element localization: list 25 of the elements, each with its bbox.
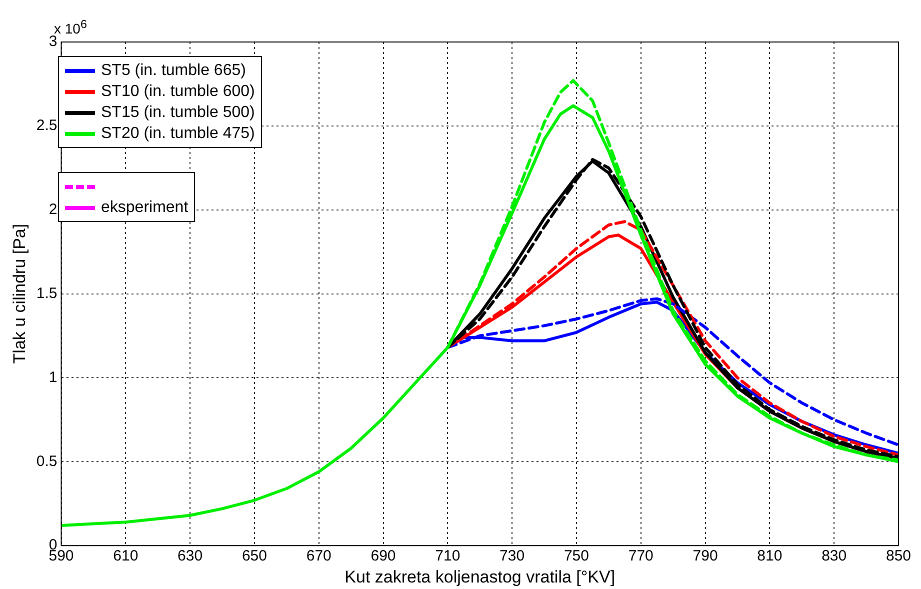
legend-label: ST20 (in. tumble 475) <box>101 125 255 142</box>
y-tick-label: 0.5 <box>36 452 58 470</box>
y-tick-label: 1 <box>48 368 58 386</box>
legend-label: ST10 (in. tumble 600) <box>101 83 255 100</box>
x-tick-label: 670 <box>306 548 332 565</box>
x-tick-label: 710 <box>435 548 460 565</box>
y-tick-label: 1.5 <box>36 284 58 302</box>
x-tick-label: 610 <box>113 548 138 565</box>
annotation: eksperiment <box>101 199 188 216</box>
x-axis-title: Kut zakreta koljenastog vratila [°KV] <box>344 567 616 586</box>
x-tick-label: 730 <box>500 548 525 565</box>
x-tick-label: 850 <box>886 548 911 565</box>
x-tick-label: 650 <box>242 548 267 565</box>
x-tick-label: 790 <box>692 548 718 565</box>
y-tick-label: 2 <box>48 201 58 218</box>
x-tick-label: 830 <box>822 548 847 565</box>
legend-label: ST5 (in. tumble 665) <box>101 62 246 79</box>
x-tick-label: 690 <box>370 548 396 565</box>
y-tick-label: 2.5 <box>36 117 58 134</box>
legend-label: ST15 (in. tumble 500) <box>101 104 255 121</box>
x-tick-label: 770 <box>628 548 654 565</box>
x-tick-label: 630 <box>178 548 203 565</box>
x-tick-label: 750 <box>564 548 589 565</box>
y-axis-title: Tlak u cilindru [Pa] <box>10 224 29 364</box>
x-tick-label: 810 <box>757 548 782 565</box>
